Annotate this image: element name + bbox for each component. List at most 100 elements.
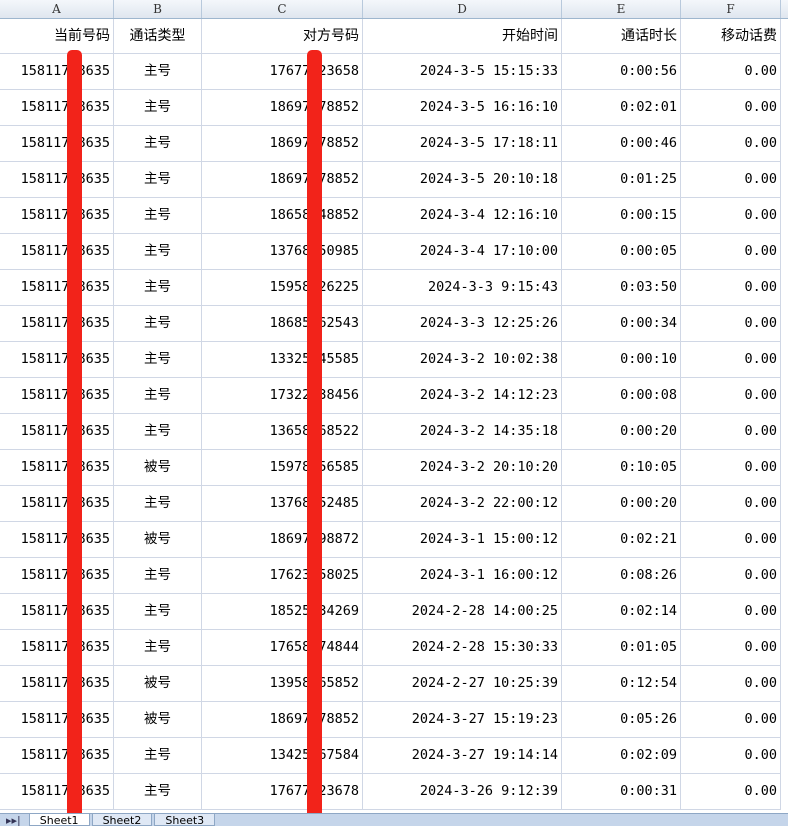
cell[interactable]: 主号: [114, 342, 202, 377]
cell[interactable]: 2024-3-3 9:15:43: [363, 270, 562, 305]
cell[interactable]: 2024-3-4 12:16:10: [363, 198, 562, 233]
cell[interactable]: 主号: [114, 486, 202, 521]
cell[interactable]: 0.00: [681, 738, 781, 773]
cell[interactable]: 主号: [114, 270, 202, 305]
cell[interactable]: 15811758635: [0, 90, 114, 125]
cell[interactable]: 0:01:05: [562, 630, 681, 665]
cell[interactable]: 主号: [114, 630, 202, 665]
cell[interactable]: 18658848852: [202, 198, 363, 233]
cell[interactable]: 主号: [114, 126, 202, 161]
cell[interactable]: 主号: [114, 234, 202, 269]
cell[interactable]: 13958265852: [202, 666, 363, 701]
cell[interactable]: 0:00:31: [562, 774, 681, 809]
cell[interactable]: 移动话费: [681, 19, 781, 53]
cell[interactable]: 2024-3-1 15:00:12: [363, 522, 562, 557]
cell[interactable]: 18685562543: [202, 306, 363, 341]
cell[interactable]: 0:02:14: [562, 594, 681, 629]
cell[interactable]: 17677123678: [202, 774, 363, 809]
cell[interactable]: 0.00: [681, 774, 781, 809]
cell[interactable]: 0:01:25: [562, 162, 681, 197]
cell[interactable]: 13325545585: [202, 342, 363, 377]
cell[interactable]: 0:00:20: [562, 486, 681, 521]
cell[interactable]: 0.00: [681, 342, 781, 377]
cell[interactable]: 0:02:01: [562, 90, 681, 125]
cell[interactable]: 15811758635: [0, 378, 114, 413]
cell[interactable]: 0:00:46: [562, 126, 681, 161]
cell[interactable]: 2024-3-2 22:00:12: [363, 486, 562, 521]
cell[interactable]: 2024-2-28 14:00:25: [363, 594, 562, 629]
cell[interactable]: 15811758635: [0, 522, 114, 557]
cell[interactable]: 0:02:09: [562, 738, 681, 773]
sheet-tab-sheet2[interactable]: Sheet2: [91, 814, 153, 826]
cell[interactable]: 0:00:05: [562, 234, 681, 269]
cell[interactable]: 2024-3-2 14:35:18: [363, 414, 562, 449]
cell[interactable]: 18697378852: [202, 162, 363, 197]
cell[interactable]: 通话时长: [562, 19, 681, 53]
cell[interactable]: 18697378852: [202, 702, 363, 737]
cell[interactable]: 18525534269: [202, 594, 363, 629]
cell[interactable]: 0:00:15: [562, 198, 681, 233]
cell[interactable]: 2024-3-4 17:10:00: [363, 234, 562, 269]
cell[interactable]: 0:12:54: [562, 666, 681, 701]
column-header-E[interactable]: E: [562, 0, 681, 18]
cell[interactable]: 15811758635: [0, 774, 114, 809]
cell[interactable]: 13658568522: [202, 414, 363, 449]
cell[interactable]: 15811758635: [0, 342, 114, 377]
cell[interactable]: 主号: [114, 594, 202, 629]
cell[interactable]: 2024-3-26 9:12:39: [363, 774, 562, 809]
cell[interactable]: 0:00:08: [562, 378, 681, 413]
column-header-C[interactable]: C: [202, 0, 363, 18]
cell[interactable]: 主号: [114, 378, 202, 413]
cell[interactable]: 17322838456: [202, 378, 363, 413]
cell[interactable]: 0.00: [681, 162, 781, 197]
cell[interactable]: 15811758635: [0, 630, 114, 665]
cell[interactable]: 主号: [114, 558, 202, 593]
column-header-B[interactable]: B: [114, 0, 202, 18]
cell[interactable]: 13425567584: [202, 738, 363, 773]
cell[interactable]: 2024-3-2 10:02:38: [363, 342, 562, 377]
cell[interactable]: 17677123658: [202, 54, 363, 89]
cell[interactable]: 0:00:34: [562, 306, 681, 341]
cell[interactable]: 被号: [114, 666, 202, 701]
cell[interactable]: 2024-3-5 15:15:33: [363, 54, 562, 89]
cell[interactable]: 18697898872: [202, 522, 363, 557]
cell[interactable]: 0.00: [681, 234, 781, 269]
cell[interactable]: 2024-2-27 10:25:39: [363, 666, 562, 701]
sheet-tab-sheet1[interactable]: Sheet1: [28, 814, 90, 826]
cell[interactable]: 0:00:10: [562, 342, 681, 377]
cell[interactable]: 0:03:50: [562, 270, 681, 305]
cell[interactable]: 15811758635: [0, 306, 114, 341]
cell[interactable]: 主号: [114, 414, 202, 449]
cell[interactable]: 2024-3-3 12:25:26: [363, 306, 562, 341]
cell[interactable]: 15811758635: [0, 558, 114, 593]
cell[interactable]: 当前号码: [0, 19, 114, 53]
cell[interactable]: 0:05:26: [562, 702, 681, 737]
cell[interactable]: 15811758635: [0, 486, 114, 521]
cell[interactable]: 0:00:20: [562, 414, 681, 449]
column-header-F[interactable]: F: [681, 0, 781, 18]
cell[interactable]: 0:08:26: [562, 558, 681, 593]
cell[interactable]: 0.00: [681, 306, 781, 341]
cell[interactable]: 0.00: [681, 450, 781, 485]
cell[interactable]: 主号: [114, 738, 202, 773]
cell[interactable]: 0.00: [681, 198, 781, 233]
cell[interactable]: 2024-3-27 19:14:14: [363, 738, 562, 773]
cell[interactable]: 主号: [114, 54, 202, 89]
cell[interactable]: 0.00: [681, 126, 781, 161]
cell[interactable]: 17658474844: [202, 630, 363, 665]
cell[interactable]: 0.00: [681, 486, 781, 521]
cell[interactable]: 0:02:21: [562, 522, 681, 557]
cell[interactable]: 被号: [114, 702, 202, 737]
cell[interactable]: 2024-3-5 20:10:18: [363, 162, 562, 197]
cell[interactable]: 15958426225: [202, 270, 363, 305]
cell[interactable]: 15811758635: [0, 666, 114, 701]
cell[interactable]: 0.00: [681, 666, 781, 701]
cell[interactable]: 15811758635: [0, 738, 114, 773]
cell[interactable]: 0.00: [681, 270, 781, 305]
cell[interactable]: 0.00: [681, 522, 781, 557]
cell[interactable]: 2024-3-5 17:18:11: [363, 126, 562, 161]
cell[interactable]: 2024-2-28 15:30:33: [363, 630, 562, 665]
nav-arrows-icon[interactable]: ▸▸|: [6, 814, 21, 826]
cell[interactable]: 主号: [114, 774, 202, 809]
cell[interactable]: 0.00: [681, 558, 781, 593]
